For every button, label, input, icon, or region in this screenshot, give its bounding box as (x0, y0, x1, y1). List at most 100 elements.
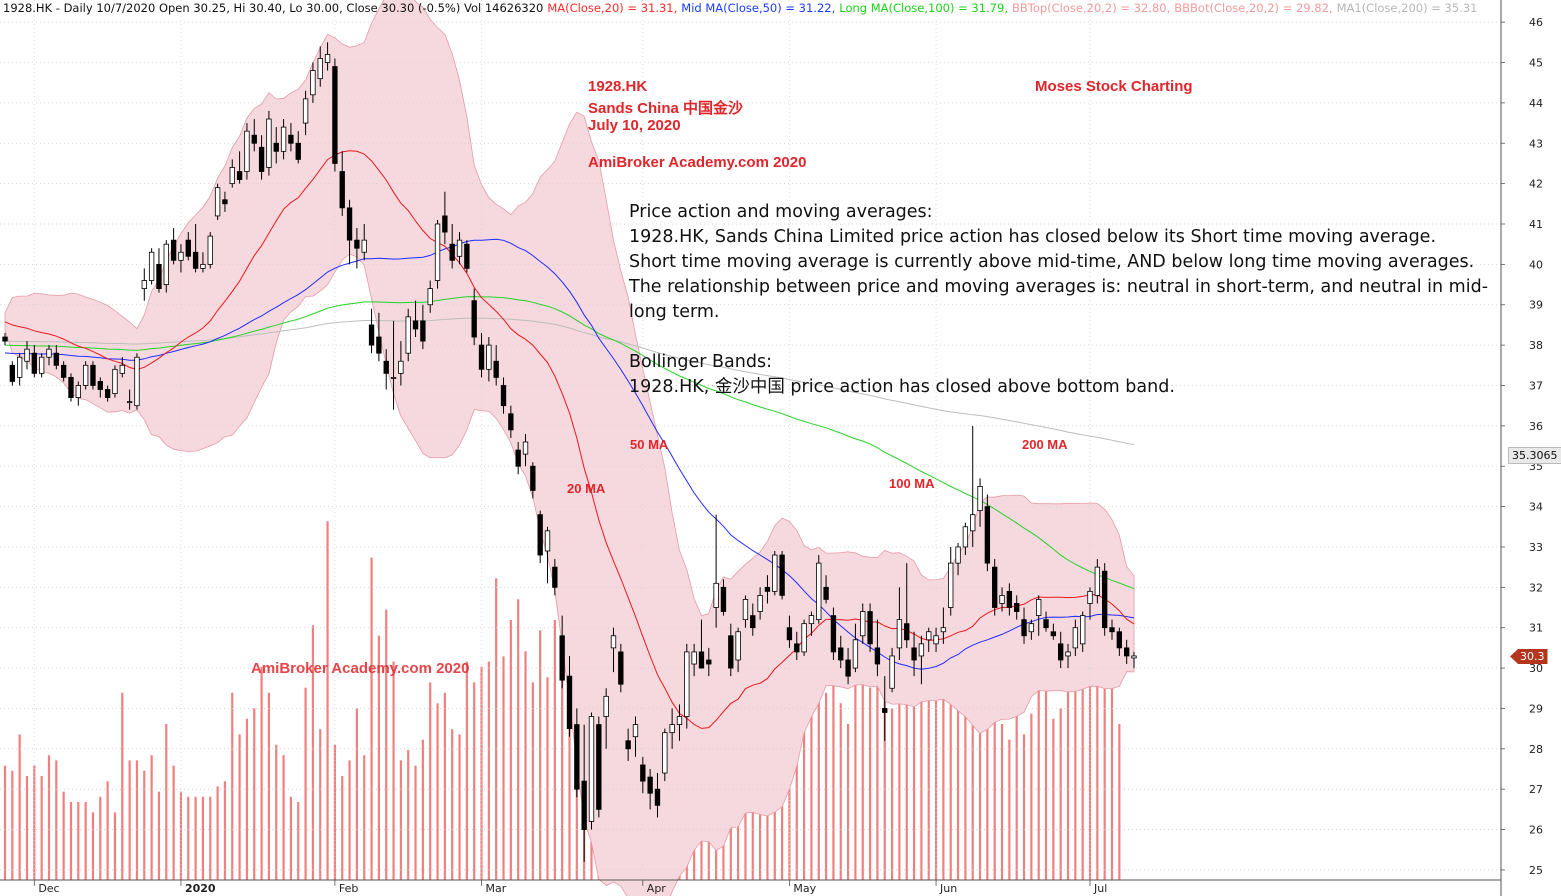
y-tick-label: 26 (1529, 824, 1543, 837)
candle-body (390, 377, 397, 379)
candle-body (625, 740, 631, 750)
candle-body (948, 562, 954, 608)
candle-body (361, 239, 367, 253)
candle-body (302, 98, 309, 124)
ticker-info: 1928.HK - Daily 10/7/2020 Open 30.25, Hi… (3, 1, 544, 15)
candle-body (1021, 619, 1027, 637)
candle-body (1094, 566, 1101, 596)
candle-body (735, 631, 741, 661)
candle-body (772, 554, 778, 592)
candle-body (750, 615, 756, 629)
candle-body (728, 635, 734, 669)
candle-body (434, 223, 441, 281)
candle-body (222, 199, 228, 205)
watermark: AmiBroker Academy.com 2020 (251, 660, 470, 677)
candle-body (940, 627, 947, 633)
y-tick-label: 30 (1529, 662, 1543, 675)
candle-body (889, 655, 895, 689)
candle-body (46, 348, 52, 358)
candle-body (464, 243, 470, 269)
candle-body (852, 639, 859, 669)
candle-body (816, 562, 822, 621)
y-tick-label: 31 (1529, 622, 1543, 635)
candle-body (581, 780, 587, 830)
candle-body (1123, 647, 1130, 657)
candle-body (596, 724, 602, 810)
candle-body (992, 566, 998, 608)
candle-body (236, 171, 243, 180)
candle-body (82, 364, 89, 386)
candle-body (332, 66, 338, 164)
y-tick-label: 43 (1529, 137, 1543, 150)
ma100-line (4, 296, 1135, 590)
bbtop-readout: BBTop(Close,20,2) = 32.80, (1011, 1, 1171, 15)
candle-body (911, 647, 917, 661)
candle-body (346, 207, 353, 241)
candle-body (999, 595, 1005, 604)
candle-body (1065, 651, 1071, 657)
candle-body (574, 724, 580, 790)
candle-body (977, 486, 983, 512)
candle-body (420, 320, 426, 342)
ma20-label: 20 MA (567, 481, 606, 496)
candle-body (830, 615, 837, 653)
candle-body (456, 239, 463, 257)
candle-body (933, 635, 939, 645)
candle-body (112, 368, 118, 394)
candle-body (317, 58, 323, 80)
candle-body (1131, 655, 1137, 659)
candle-body (60, 364, 67, 378)
candle-body (662, 732, 668, 774)
candle-body (706, 659, 712, 665)
candle-body (515, 449, 521, 467)
candle-body (860, 611, 866, 637)
candle-body (339, 171, 345, 209)
candle-body (654, 788, 661, 806)
candle-body (764, 586, 771, 592)
candle-body (126, 401, 133, 404)
candle-body (926, 631, 932, 641)
candle-body (1050, 631, 1057, 637)
candle-body (354, 239, 360, 249)
candle-body (376, 336, 382, 354)
y-tick-label: 28 (1529, 743, 1543, 756)
candle-body (904, 623, 910, 641)
candle-body (68, 377, 74, 398)
candle-body (75, 385, 81, 398)
candle-body (170, 239, 177, 261)
commentary-line: Short time moving average is currently a… (629, 252, 1475, 272)
candles (2, 42, 1137, 862)
candle-body (449, 243, 455, 261)
candle-body (324, 54, 331, 63)
candle-body (698, 651, 705, 669)
candle-body (134, 356, 140, 407)
candle-body (229, 167, 235, 185)
candle-body (412, 320, 419, 330)
candle-body (918, 643, 925, 657)
x-tick-label: Apr (647, 882, 667, 895)
x-tick-label: Dec (38, 882, 59, 895)
candle-body (119, 364, 125, 374)
brand-label: Moses Stock Charting (1035, 78, 1193, 95)
candle-body (1072, 627, 1079, 649)
candle-body (478, 344, 485, 370)
candle-body (1036, 599, 1042, 616)
y-tick-label: 33 (1529, 541, 1543, 554)
y-tick-label: 38 (1529, 339, 1543, 352)
candle-body (251, 134, 257, 144)
x-tick-label: Jul (1093, 882, 1107, 895)
y-tick-label: 32 (1529, 581, 1543, 594)
candle-body (442, 215, 448, 233)
x-tick-label: 2020 (185, 882, 216, 895)
y-tick-label: 44 (1529, 97, 1543, 110)
candle-body (610, 635, 617, 649)
candle-body (1043, 619, 1049, 629)
candle-body (1102, 570, 1108, 629)
candle-body (24, 348, 30, 362)
candle-body (845, 659, 851, 677)
candle-body (970, 514, 976, 532)
y-tick-label: 45 (1529, 57, 1543, 70)
ma20-line (4, 150, 1135, 729)
candle-body (588, 716, 595, 822)
candle-body (544, 530, 551, 552)
